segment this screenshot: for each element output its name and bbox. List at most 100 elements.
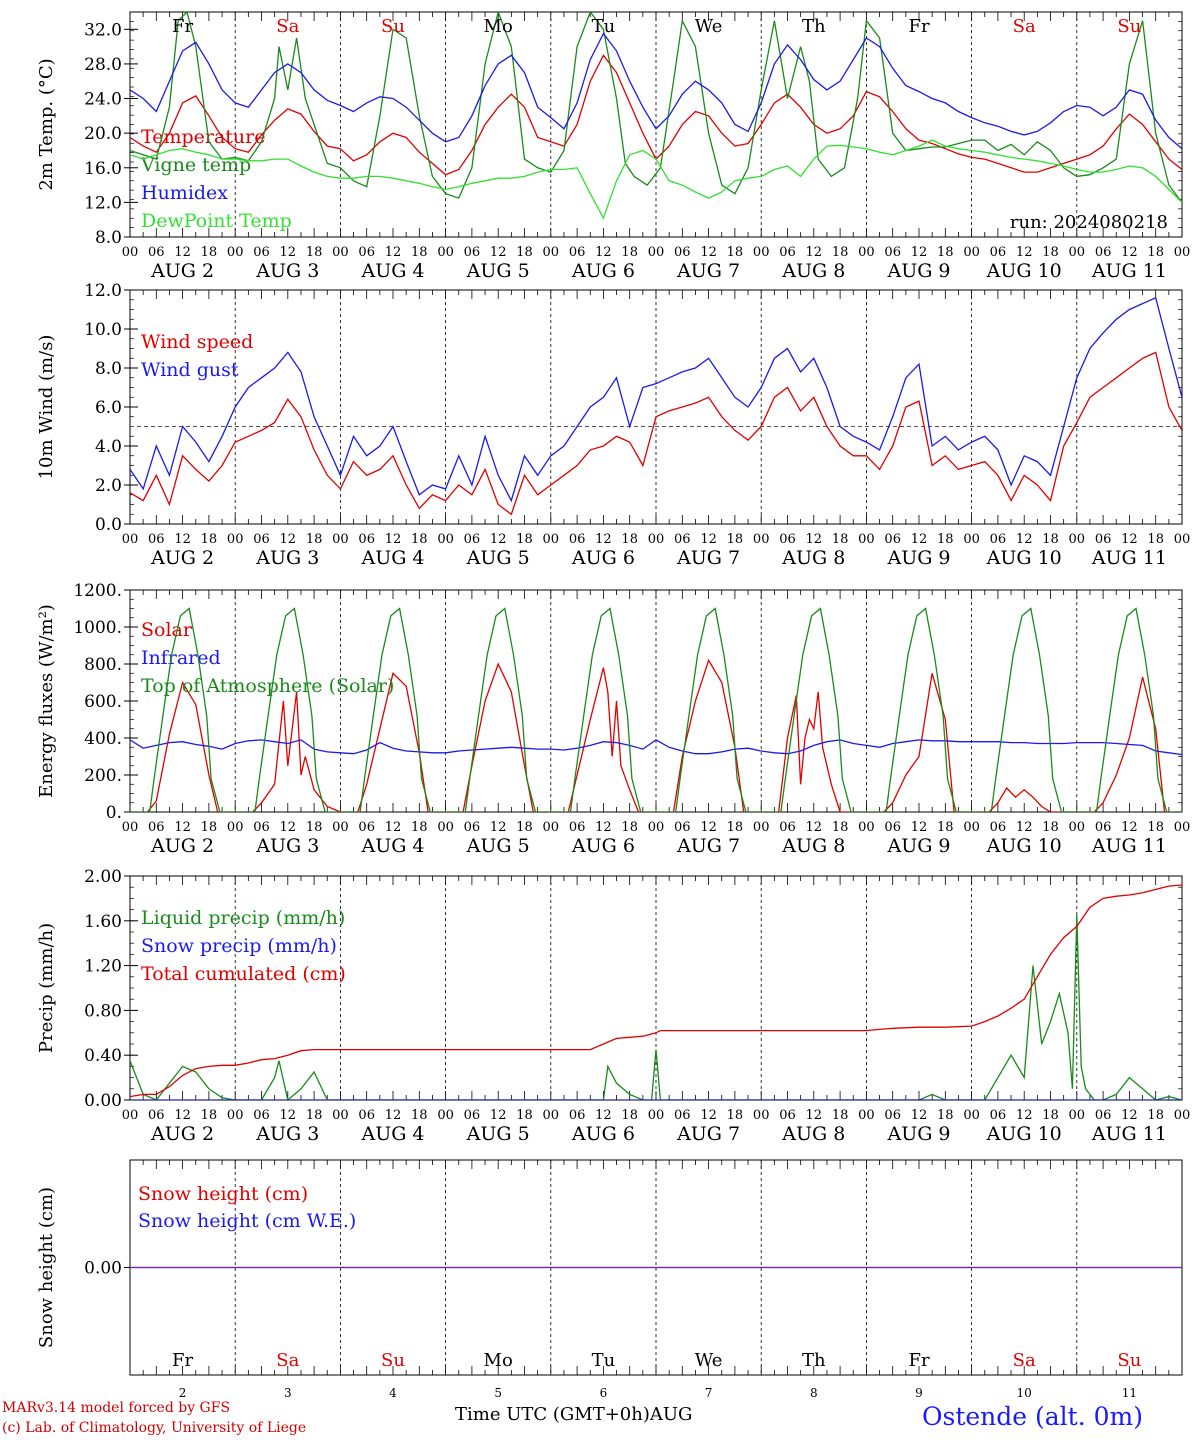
hour-label: 18	[411, 1108, 428, 1123]
hour-label: 00	[858, 532, 875, 547]
hour-label: 00	[963, 532, 980, 547]
hour-label: 18	[306, 532, 323, 547]
hour-label: 00	[332, 532, 349, 547]
hour-label: 06	[990, 532, 1007, 547]
hour-label: 00	[1069, 245, 1086, 260]
date-label: AUG 9	[886, 1123, 950, 1145]
weekday-label-bottom: Fr	[172, 1350, 193, 1371]
hour-label: 00	[963, 245, 980, 260]
y-tick-label: 0.00	[84, 1259, 122, 1279]
series-line-infrared	[130, 739, 1182, 756]
y-tick-label: 6.0	[95, 398, 122, 418]
hour-label: 12	[911, 245, 928, 260]
date-label: AUG 7	[676, 1123, 740, 1145]
y-tick-label: 0.	[106, 803, 122, 823]
hour-label: 00	[753, 820, 770, 835]
hour-label: 12	[700, 245, 717, 260]
date-label: AUG 3	[255, 835, 319, 857]
hour-label: 00	[753, 1108, 770, 1123]
day-number: 6	[600, 1386, 608, 1400]
y-tick-label: 600.	[84, 692, 122, 712]
hour-label: 00	[332, 245, 349, 260]
legend-entry: DewPoint Temp	[141, 210, 292, 232]
panel-frame	[129, 11, 1183, 238]
legend-entry: Vigne temp	[140, 154, 251, 176]
hour-label: 00	[648, 820, 665, 835]
hour-label: 12	[174, 820, 191, 835]
hour-label: 06	[1095, 245, 1112, 260]
date-label: AUG 3	[255, 1123, 319, 1145]
hour-label: 00	[648, 245, 665, 260]
hour-label: 12	[1121, 532, 1138, 547]
y-tick-label: 12.0	[84, 281, 122, 301]
date-label: AUG 6	[571, 1123, 635, 1145]
hour-label: 18	[832, 820, 849, 835]
hour-label: 06	[569, 1108, 586, 1123]
time-axis-title: Time UTC (GMT+0h)AUG	[455, 1404, 693, 1425]
hour-label: 00	[437, 1108, 454, 1123]
legend-entry: Solar	[141, 619, 193, 641]
hour-label: 18	[411, 245, 428, 260]
weekday-label-top: Fr	[908, 16, 929, 37]
hour-label: 00	[1069, 532, 1086, 547]
series-line-liquid-precip-mm-h-	[130, 915, 1182, 1100]
day-number: 10	[1017, 1386, 1032, 1400]
date-label: AUG 11	[1091, 835, 1167, 857]
hour-label: 18	[411, 532, 428, 547]
y-tick-label: 0.0	[95, 515, 122, 535]
y-tick-label: 1000.	[73, 618, 122, 638]
hour-label: 06	[884, 532, 901, 547]
hour-label: 06	[358, 1108, 375, 1123]
date-label: AUG 10	[986, 547, 1062, 569]
hour-label: 18	[306, 820, 323, 835]
date-label: AUG 11	[1091, 1123, 1167, 1145]
hour-label: 00	[543, 532, 560, 547]
y-tick-label: 1.60	[84, 912, 122, 932]
hour-label: 00	[858, 1108, 875, 1123]
hour-label: 12	[385, 532, 402, 547]
series-line-solar	[130, 658, 1182, 812]
hour-label: 06	[674, 245, 691, 260]
hour-label: 18	[1042, 245, 1059, 260]
hour-label: 12	[1121, 820, 1138, 835]
hour-label: 00	[543, 1108, 560, 1123]
hour-label: 06	[779, 532, 796, 547]
date-label: AUG 11	[1091, 547, 1167, 569]
weekday-label-top: Tu	[592, 16, 616, 37]
y-tick-label: 16.0	[84, 159, 122, 179]
y-tick-label: 24.0	[84, 90, 122, 110]
weekday-label-top: Su	[1117, 16, 1141, 37]
hour-label: 18	[201, 532, 218, 547]
y-tick-label: 32.0	[84, 20, 122, 40]
y-tick-label: 0.80	[84, 1001, 122, 1021]
series-line-dewpoint-temp	[130, 139, 1182, 220]
hour-label: 12	[700, 820, 717, 835]
day-number: 4	[389, 1386, 397, 1400]
hour-label: 18	[937, 245, 954, 260]
day-number: 3	[284, 1386, 292, 1400]
series-line-total-cumulated-cm-	[130, 884, 1182, 1098]
date-label: AUG 6	[571, 260, 635, 282]
hour-label: 12	[1121, 245, 1138, 260]
hour-label: 18	[516, 532, 533, 547]
hour-label: 06	[464, 1108, 481, 1123]
y-axis-label: Energy fluxes (W/m²)	[36, 604, 57, 798]
legend-entry: Total cumulated (cm)	[141, 963, 346, 985]
hour-label: 06	[990, 820, 1007, 835]
date-label: AUG 7	[676, 260, 740, 282]
date-label: AUG 4	[360, 1123, 424, 1145]
hour-label: 00	[858, 820, 875, 835]
hour-label: 00	[122, 245, 139, 260]
series-line-top-of-atmosphere-solar-	[130, 607, 1182, 812]
day-number: 11	[1122, 1386, 1137, 1400]
y-axis-label: Snow height (cm)	[36, 1187, 57, 1348]
series-line-humidex	[130, 32, 1182, 150]
date-label: AUG 6	[571, 835, 635, 857]
hour-label: 06	[569, 532, 586, 547]
hour-label: 18	[621, 820, 638, 835]
y-tick-label: 2.0	[95, 476, 122, 496]
hour-label: 06	[779, 820, 796, 835]
hour-label: 18	[516, 245, 533, 260]
y-tick-label: 12.0	[84, 193, 122, 213]
hour-label: 18	[1147, 245, 1164, 260]
